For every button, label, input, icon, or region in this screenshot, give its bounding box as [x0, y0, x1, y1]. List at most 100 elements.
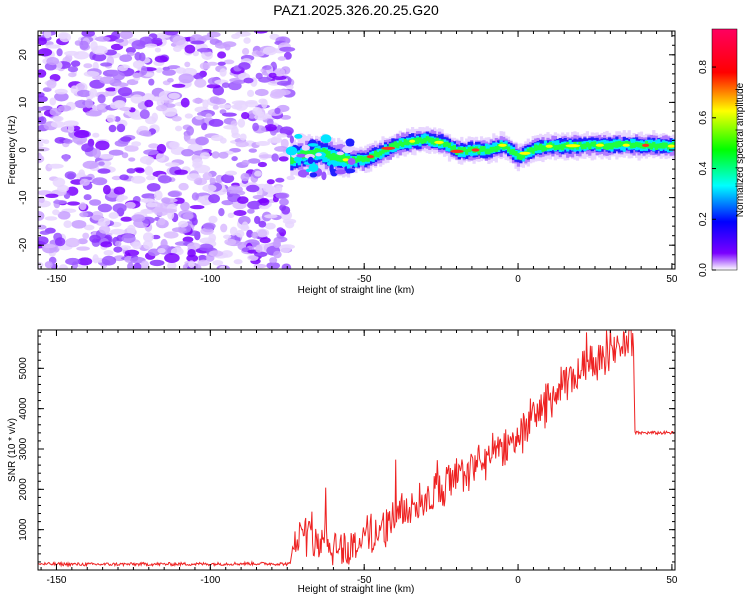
noise-blob — [142, 208, 152, 214]
noise-blob — [38, 106, 47, 112]
noise-blob — [219, 109, 227, 115]
noise-blob — [38, 236, 49, 245]
noise-blob — [155, 104, 168, 112]
noise-blob — [79, 202, 87, 211]
ridge-band — [617, 140, 621, 148]
ridge-band — [543, 145, 548, 151]
ridge-band — [354, 158, 358, 164]
noise-blob — [38, 153, 43, 163]
noise-blob — [275, 89, 291, 96]
noise-blob — [67, 66, 79, 73]
ridge-band — [447, 142, 452, 148]
noise-blob — [46, 57, 60, 66]
onset-blob — [307, 156, 314, 164]
noise-blob — [63, 139, 73, 144]
noise-blob — [103, 250, 114, 256]
noise-blob — [247, 200, 263, 210]
noise-blob — [148, 143, 160, 149]
noise-blob — [269, 257, 278, 264]
ridge-band — [664, 142, 668, 148]
noise-blob — [197, 259, 210, 267]
noise-blob — [190, 40, 205, 45]
x-tick-label: -150 — [46, 575, 66, 586]
noise-blob — [233, 80, 246, 84]
ridge-band — [423, 137, 427, 144]
x-tick-label: -50 — [357, 274, 372, 285]
noise-blob — [131, 141, 142, 147]
ridge-band — [462, 147, 466, 152]
noise-blob — [172, 35, 186, 46]
noise-blob — [254, 170, 262, 177]
ridge-band — [553, 145, 557, 151]
ridge-band — [487, 148, 491, 155]
colorbar-gradient — [711, 28, 738, 271]
noise-blob — [133, 262, 142, 269]
noise-blob — [154, 190, 163, 201]
ridge-peak — [595, 143, 605, 147]
noise-blob — [98, 154, 114, 159]
ridge-band — [334, 154, 338, 163]
y-tick-label: 10 — [18, 96, 29, 108]
noise-blob — [184, 113, 193, 119]
ridge-band — [539, 143, 543, 150]
noise-blob — [70, 85, 79, 94]
ridge-band — [620, 141, 624, 147]
noise-blob — [58, 264, 68, 269]
noise-blob — [182, 236, 194, 243]
noise-blob — [58, 105, 72, 112]
ridge-band — [428, 137, 432, 143]
noise-blob — [258, 220, 267, 228]
noise-blob — [125, 47, 136, 54]
ridge-band — [580, 143, 584, 150]
noise-blob — [143, 240, 153, 250]
noise-blob — [38, 37, 47, 46]
snr-y-ticks: 1000 2000 3000 4000 5000 — [18, 335, 675, 563]
noise-blob — [79, 178, 91, 186]
x-tick-label: 0 — [515, 274, 521, 285]
noise-blob — [165, 162, 180, 168]
ridge-band — [531, 147, 535, 154]
ridge-band — [450, 146, 454, 152]
onset-blob — [305, 168, 312, 173]
noise-blob — [121, 233, 136, 244]
noise-blob — [193, 177, 208, 186]
ridge-band — [329, 153, 333, 161]
noise-blob — [167, 78, 174, 83]
noise-blob — [92, 132, 100, 138]
noise-blob — [255, 72, 263, 80]
noise-blob — [244, 101, 259, 108]
noise-blob — [115, 196, 124, 203]
noise-blob — [131, 40, 147, 50]
ridge-band — [482, 146, 486, 152]
noise-blob — [284, 51, 292, 60]
ridge-band — [366, 155, 370, 162]
noise-blob — [230, 120, 238, 127]
noise-blob — [124, 249, 140, 257]
noise-blob — [67, 201, 80, 206]
ridge-band — [332, 153, 336, 162]
ridge-band — [379, 150, 383, 156]
ridge-band — [541, 145, 545, 152]
noise-blob — [117, 65, 128, 72]
ridge-band — [583, 143, 587, 149]
noise-blob — [78, 169, 85, 177]
snr-y-label: SNR (10 * v/v) — [7, 418, 18, 482]
noise-blob — [124, 201, 136, 209]
ridge-band — [467, 147, 471, 153]
noise-blob — [100, 62, 113, 67]
noise-blob — [168, 92, 181, 100]
noise-blob — [110, 43, 124, 51]
ridge-band — [391, 142, 395, 149]
noise-blob — [131, 214, 146, 223]
noise-blob — [231, 104, 243, 110]
onset-blob — [294, 134, 303, 139]
ridge-band — [452, 145, 456, 151]
ridge-band — [430, 137, 434, 145]
noise-blob — [278, 156, 289, 162]
snr-x-ticks: -150 -100 -50 0 50 — [40, 330, 678, 586]
noise-blob — [126, 168, 136, 174]
noise-blob — [52, 177, 66, 188]
noise-blob — [264, 214, 278, 219]
noise-blob — [143, 149, 159, 156]
snr-series-line — [38, 330, 675, 568]
